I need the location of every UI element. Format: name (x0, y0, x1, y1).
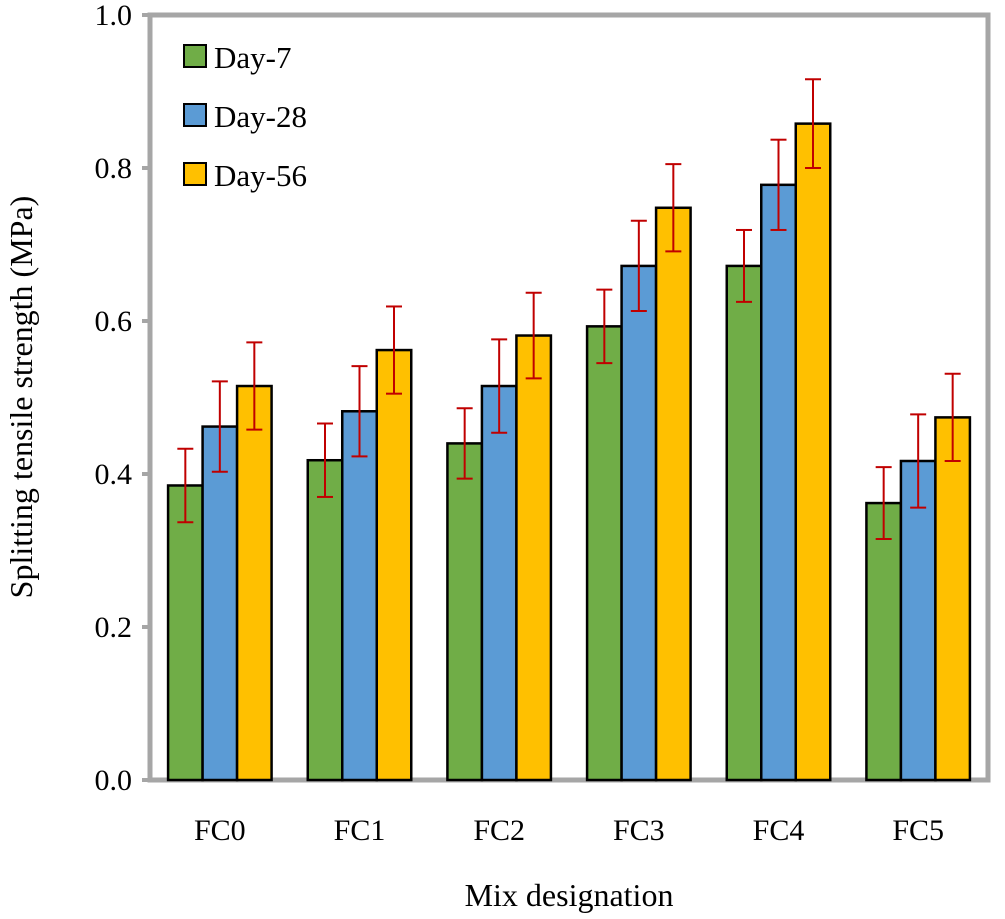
error-bar-fc1-day-7 (317, 422, 333, 498)
bar-fc4-day-7 (725, 264, 763, 782)
error-bar-fc2-day-56 (525, 291, 542, 380)
legend-item-day-7: Day-7 (183, 40, 291, 75)
bar-fc4-day-56 (794, 122, 832, 782)
bar-fc5-day-7 (865, 501, 903, 782)
y-axis-title: Splitting tensile strength (MPa) (3, 196, 39, 599)
x-tick-label: FC1 (334, 814, 386, 847)
x-tick-label: FC0 (194, 814, 246, 847)
y-tick-label: 1.0 (95, 0, 133, 32)
bar-fc3-day-7 (585, 325, 623, 782)
y-tick-label: 0.2 (95, 611, 133, 644)
error-bar-fc2-day-28 (491, 338, 508, 434)
bar-fc0-day-28 (201, 425, 239, 782)
plot-frame (147, 12, 991, 783)
legend-swatch (183, 44, 207, 68)
error-bar-fc4-day-28 (770, 138, 787, 231)
error-bars-layer (177, 78, 961, 541)
bar-fc3-day-28 (620, 264, 658, 782)
error-bar-fc3-day-7 (596, 288, 613, 365)
error-bar-fc4-day-56 (805, 78, 821, 169)
y-tick-label: 0.0 (95, 764, 133, 797)
bar-fc2-day-28 (480, 384, 518, 782)
bar-fc5-day-56 (934, 416, 972, 782)
bar-fc2-day-7 (446, 442, 484, 782)
error-bar-fc3-day-56 (665, 163, 682, 253)
error-bar-fc1-day-28 (351, 365, 368, 458)
bar-fc2-day-56 (515, 334, 553, 782)
x-axis-title: Mix designation (465, 877, 674, 913)
x-tick-label: FC4 (753, 814, 805, 847)
bar-fc1-day-7 (306, 458, 344, 782)
bar-fc4-day-28 (760, 183, 797, 782)
legend-label: Day-28 (214, 99, 307, 134)
bar-fc3-day-56 (654, 206, 692, 782)
error-bar-fc0-day-28 (211, 380, 228, 473)
bar-fc1-day-56 (375, 348, 413, 782)
error-bar-fc1-day-56 (386, 305, 402, 395)
error-bar-fc3-day-28 (630, 219, 647, 313)
bar-fc0-day-7 (166, 484, 204, 782)
legend-label: Day-7 (214, 40, 291, 75)
x-tick-label: FC5 (892, 814, 944, 847)
error-bar-fc0-day-56 (246, 341, 263, 431)
legend: Day-7 Day-28 Day-56 (183, 40, 307, 193)
y-axis-ticks: 0.0 0.2 0.4 0.6 0.8 1.0 (95, 0, 150, 797)
error-bar-fc0-day-7 (177, 447, 194, 524)
legend-item-day-28: Day-28 (183, 99, 307, 134)
legend-swatch (183, 103, 207, 127)
legend-swatch (183, 162, 207, 186)
error-bar-fc5-day-28 (910, 413, 927, 509)
bar-fc0-day-56 (235, 384, 273, 782)
error-bar-fc5-day-7 (875, 466, 892, 541)
error-bar-fc5-day-56 (944, 372, 961, 462)
error-bar-fc4-day-7 (736, 228, 752, 303)
error-bar-fc2-day-7 (456, 407, 473, 480)
bar-fc1-day-28 (341, 410, 378, 782)
x-axis-ticks: FC0 FC1 FC2 FC3 FC4 FC5 (194, 814, 944, 847)
y-tick-label: 0.8 (95, 152, 133, 185)
x-tick-label: FC3 (613, 814, 665, 847)
x-tick-label: FC2 (473, 814, 525, 847)
bar-fc5-day-28 (899, 459, 937, 782)
legend-item-day-56: Day-56 (183, 158, 307, 193)
legend-label: Day-56 (214, 158, 307, 193)
y-tick-label: 0.6 (95, 305, 133, 338)
y-tick-label: 0.4 (95, 458, 133, 491)
